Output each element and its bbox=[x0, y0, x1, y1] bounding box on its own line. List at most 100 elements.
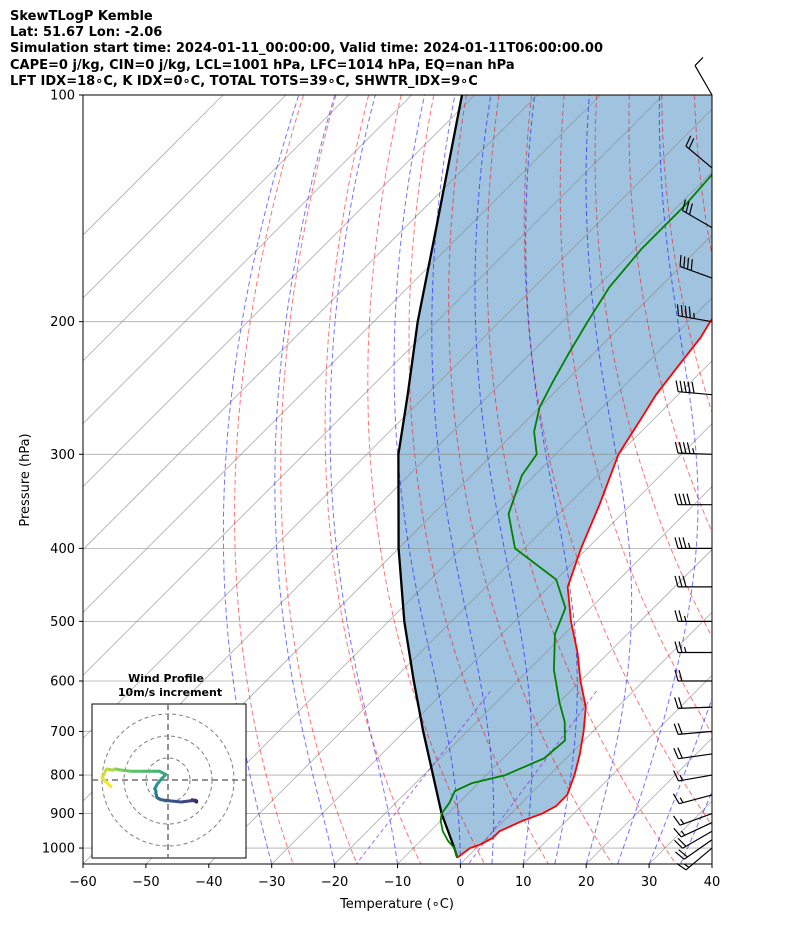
barb-flag bbox=[677, 837, 687, 847]
hodograph-plot bbox=[92, 704, 246, 858]
isotherm-line bbox=[83, 95, 475, 488]
x-tick-label: 30 bbox=[641, 875, 658, 890]
barb-staff bbox=[683, 839, 713, 860]
wind-barb bbox=[674, 641, 712, 654]
isotherm-line bbox=[83, 95, 601, 613]
barb-flag bbox=[678, 442, 683, 454]
isotherm-line bbox=[271, 423, 712, 864]
wind-barb bbox=[674, 537, 712, 549]
x-tick-label: 40 bbox=[704, 875, 721, 890]
barb-half-flag bbox=[693, 312, 695, 319]
barb-flag bbox=[675, 380, 679, 392]
isotherm-line bbox=[83, 95, 538, 551]
isotherm-line bbox=[208, 360, 712, 864]
barb-flag bbox=[674, 839, 683, 849]
y-tick-label: 1000 bbox=[42, 842, 75, 857]
dry-adiabat bbox=[628, 95, 712, 534]
barb-flag bbox=[674, 851, 685, 860]
x-tick-label: −10 bbox=[384, 875, 411, 890]
hodograph-segment bbox=[104, 780, 113, 789]
x-tick-label: −40 bbox=[195, 875, 222, 890]
hodograph-inset: Wind Profile 10m/s increment bbox=[91, 672, 247, 859]
wind-barb bbox=[674, 697, 713, 709]
barb-staff bbox=[685, 145, 713, 169]
y-tick-label: 600 bbox=[50, 674, 75, 689]
barb-flag bbox=[673, 770, 680, 782]
barb-flag bbox=[690, 259, 693, 271]
isotherm-line bbox=[83, 95, 664, 676]
x-tick-label: 0 bbox=[456, 875, 464, 890]
barb-flag bbox=[678, 610, 683, 622]
barb-flag bbox=[682, 537, 687, 549]
x-axis-label: Temperature (∘C) bbox=[339, 897, 454, 912]
y-axis-label: Pressure (hPa) bbox=[18, 433, 33, 526]
sounding-profiles bbox=[397, 95, 712, 859]
stability-indices: LFT IDX=18∘C, K IDX=0∘C, TOTAL TOTS=39∘C… bbox=[10, 73, 478, 89]
dry-adiabat bbox=[760, 95, 794, 864]
barb-half-flag bbox=[679, 774, 683, 781]
dry-adiabat bbox=[661, 95, 712, 414]
isotherm-line bbox=[83, 95, 224, 236]
dry-adiabat bbox=[693, 95, 712, 258]
plot-area bbox=[83, 95, 794, 864]
hodograph-ring bbox=[145, 757, 191, 803]
barb-flag bbox=[672, 793, 680, 804]
barb-flag bbox=[678, 575, 683, 588]
barb-flag bbox=[676, 304, 680, 316]
x-axis-ticks: −60 −50 −40 −30 −20 −10 0 10 20 30 40 bbox=[69, 864, 720, 890]
barb-flag bbox=[674, 441, 679, 454]
temperature-line bbox=[456, 317, 712, 859]
barb-flag bbox=[677, 747, 683, 759]
station-location: Lat: 51.67 Lon: -2.06 bbox=[10, 25, 163, 41]
moist-adiabat bbox=[617, 95, 699, 864]
mixing-ratio-line bbox=[468, 690, 597, 864]
dry-adiabat bbox=[486, 95, 677, 864]
wind-barb bbox=[679, 254, 713, 279]
isotherm-line bbox=[83, 108, 712, 739]
y-tick-label: 300 bbox=[50, 448, 75, 463]
wind-barb bbox=[674, 839, 713, 860]
wind-barb bbox=[674, 669, 712, 682]
barb-staff bbox=[682, 830, 713, 849]
barb-half-flag bbox=[683, 863, 690, 868]
dry-adiabat bbox=[727, 95, 794, 864]
hodograph-segment bbox=[100, 767, 108, 780]
wind-barb bbox=[674, 575, 712, 588]
moist-adiabat bbox=[222, 95, 300, 864]
isotherm-line bbox=[523, 674, 712, 864]
wind-barbs bbox=[672, 57, 713, 871]
wind-barb bbox=[673, 723, 713, 735]
x-tick-label: −50 bbox=[132, 875, 159, 890]
barb-flag bbox=[674, 575, 679, 588]
x-tick-label: −60 bbox=[69, 875, 96, 890]
wind-barb bbox=[676, 304, 713, 323]
barb-half-flag bbox=[692, 447, 695, 454]
cape-shading bbox=[398, 95, 712, 858]
wind-barb bbox=[673, 822, 713, 838]
wind-barb bbox=[674, 610, 712, 622]
barb-flag bbox=[680, 305, 684, 317]
wind-barb bbox=[674, 441, 713, 455]
barb-staff bbox=[677, 452, 713, 455]
y-tick-label: 500 bbox=[50, 615, 75, 630]
instability-indices: CAPE=0 j/kg, CIN=0 j/kg, LCL=1001 hPa, L… bbox=[10, 57, 515, 73]
dry-adiabat bbox=[408, 95, 549, 864]
dry-adiabat bbox=[448, 95, 613, 864]
isotherm-line bbox=[83, 95, 287, 299]
wind-barb bbox=[694, 57, 713, 96]
barb-flag bbox=[683, 381, 687, 393]
isotherm-line bbox=[460, 611, 712, 864]
x-tick-label: −30 bbox=[258, 875, 285, 890]
barb-flag bbox=[682, 493, 687, 505]
barb-flag bbox=[678, 537, 683, 549]
isotherm-line bbox=[334, 486, 712, 864]
wind-barb bbox=[675, 380, 713, 396]
moist-adiabat bbox=[329, 95, 398, 864]
barb-staff bbox=[677, 706, 713, 709]
wind-barb bbox=[673, 747, 713, 760]
barb-half-flag bbox=[687, 542, 691, 549]
barb-flag bbox=[674, 493, 679, 505]
hodograph-frame bbox=[91, 703, 247, 859]
barb-flag bbox=[682, 442, 687, 454]
